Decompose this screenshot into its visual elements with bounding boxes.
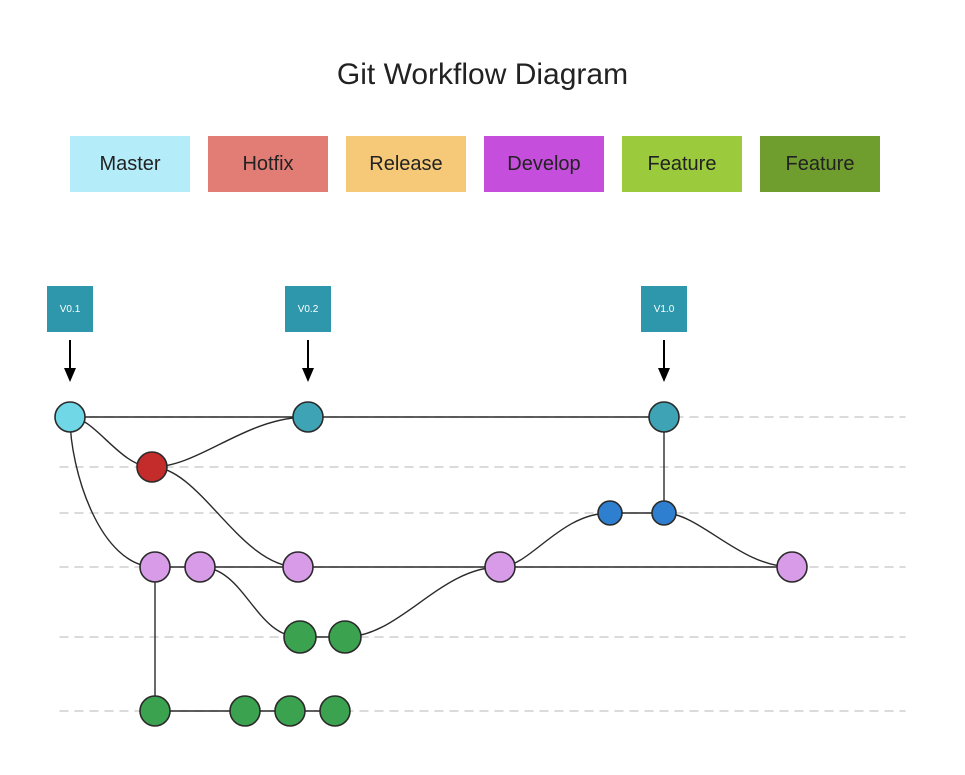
commit-d2 [185, 552, 215, 582]
commit-r2 [652, 501, 676, 525]
commit-f2a [140, 696, 170, 726]
edge-2 [152, 417, 308, 467]
commit-f2b [230, 696, 260, 726]
commit-f1b [329, 621, 361, 653]
commit-d5 [777, 552, 807, 582]
diagram-canvas: Git Workflow Diagram MasterHotfixRelease… [0, 0, 965, 775]
tag-arrows [70, 340, 664, 380]
commit-f1a [284, 621, 316, 653]
edge-10 [200, 567, 300, 637]
commit-d4 [485, 552, 515, 582]
commit-m1 [55, 402, 85, 432]
commit-m3 [649, 402, 679, 432]
commit-edges [70, 417, 792, 711]
commit-m2 [293, 402, 323, 432]
commit-f2c [275, 696, 305, 726]
commit-r1 [598, 501, 622, 525]
commit-nodes [55, 402, 807, 726]
edge-4 [70, 417, 155, 567]
git-graph [0, 0, 965, 775]
commit-d1 [140, 552, 170, 582]
edge-6 [500, 513, 610, 567]
edge-9 [664, 513, 792, 567]
edge-12 [345, 567, 500, 637]
commit-h1 [137, 452, 167, 482]
commit-f2d [320, 696, 350, 726]
edge-3 [152, 467, 298, 567]
commit-d3 [283, 552, 313, 582]
